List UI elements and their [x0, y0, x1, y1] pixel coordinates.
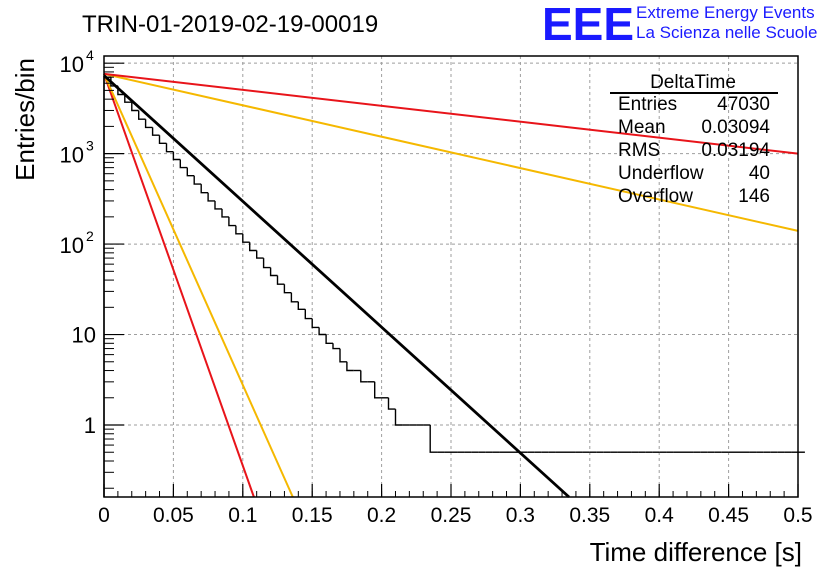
x-tick-label: 0.45 — [708, 504, 749, 527]
histogram-bin — [325, 334, 333, 344]
reference-line — [103, 73, 255, 498]
histogram-bin — [256, 250, 264, 259]
histogram-bin — [360, 370, 368, 383]
stats-box-title: DeltaTime — [650, 72, 736, 93]
histogram-bin — [290, 292, 299, 303]
reference-line — [103, 72, 799, 232]
histogram-bin — [151, 127, 160, 136]
histogram-bin — [186, 167, 195, 177]
y-axis-title: Entries/bin — [10, 58, 40, 181]
y-tick-label: 10 — [60, 52, 84, 77]
histogram-bin — [429, 425, 438, 453]
histogram-bin — [318, 327, 327, 336]
reference-line — [103, 73, 294, 498]
histogram-bin — [311, 318, 320, 329]
x-tick-label: 0.35 — [569, 504, 610, 527]
x-axis-title: Time difference [s] — [590, 537, 802, 567]
stat-label: Entries — [618, 94, 677, 115]
curves — [103, 72, 799, 499]
stats-box: DeltaTime Entries 47030 Mean 0.03094 RMS… — [610, 72, 778, 207]
histogram-bin — [131, 102, 139, 112]
histogram-bin — [276, 275, 285, 285]
eee-logo: EEE — [542, 0, 634, 50]
fit-line — [103, 74, 570, 499]
histogram-bin — [283, 284, 292, 294]
x-tick-label: 0.4 — [645, 504, 675, 527]
org-line-2: La Scienza nelle Scuole — [636, 23, 817, 42]
x-tick-label: 0.2 — [367, 504, 396, 527]
histogram-bin — [200, 184, 209, 194]
histogram-bin — [262, 258, 271, 269]
y-tick-label: 10 — [72, 323, 96, 348]
y-tick-label: 1 — [84, 413, 96, 438]
stat-value: 47030 — [717, 94, 770, 115]
histogram-bin — [346, 361, 354, 372]
stat-value: 0.03194 — [701, 140, 770, 161]
stat-value: 40 — [749, 163, 770, 184]
histogram-bin — [374, 381, 382, 399]
histogram-bin — [228, 216, 236, 227]
x-tick-label: 0.05 — [153, 504, 194, 527]
stat-label: Mean — [618, 117, 666, 138]
stat-value: 146 — [738, 186, 770, 207]
histogram-bin — [158, 135, 167, 144]
y-tick-exponent: 2 — [86, 228, 94, 244]
y-tick-label: 10 — [60, 143, 84, 168]
x-tick-label: 0.15 — [292, 504, 333, 527]
histogram-bin — [138, 110, 146, 120]
histogram-bin — [117, 85, 125, 96]
axis-ticks — [103, 62, 799, 497]
histogram-bin — [332, 343, 340, 350]
histogram-bin — [235, 225, 243, 235]
histogram-bin — [144, 119, 153, 129]
org-line-1: Extreme Energy Events — [636, 3, 815, 22]
histogram-bin — [339, 348, 347, 363]
stat-label: RMS — [618, 140, 660, 161]
y-tick-exponent: 3 — [86, 138, 94, 154]
histogram-bin — [110, 77, 118, 87]
reference-line — [103, 72, 799, 155]
histogram-bin — [214, 200, 222, 210]
histogram-bin — [172, 151, 181, 161]
histogram-bin — [207, 192, 215, 202]
histogram-bin — [387, 397, 396, 410]
x-tick-label: 0.3 — [506, 504, 535, 527]
histogram-bin — [165, 143, 174, 153]
stat-label: Underflow — [618, 163, 704, 184]
x-tick-label: 0.25 — [431, 504, 472, 527]
histogram-bin — [394, 409, 403, 426]
x-tick-label: 0.5 — [783, 504, 812, 527]
histogram-bin — [297, 301, 306, 310]
histogram-bin — [269, 267, 278, 277]
histogram-bin — [249, 242, 257, 252]
histogram-bin — [193, 175, 202, 185]
y-tick-label: 10 — [60, 233, 84, 258]
y-tick-exponent: 4 — [86, 47, 94, 63]
x-tick-label: 0 — [98, 504, 110, 527]
x-tick-labels: 0 0.05 0.1 0.15 0.2 0.25 0.3 0.35 0.4 0.45 0.5 — [98, 504, 812, 527]
histogram-bin — [242, 233, 250, 243]
histogram-bin — [221, 208, 229, 218]
histogram-bin — [179, 159, 188, 169]
stat-value: 0.03094 — [701, 117, 770, 138]
histogram-bin — [304, 309, 313, 320]
x-tick-label: 0.1 — [228, 504, 257, 527]
stat-label: Overflow — [618, 186, 693, 207]
run-title: TRIN-01-2019-02-19-00019 — [82, 11, 378, 38]
histogram-bin — [124, 94, 132, 103]
